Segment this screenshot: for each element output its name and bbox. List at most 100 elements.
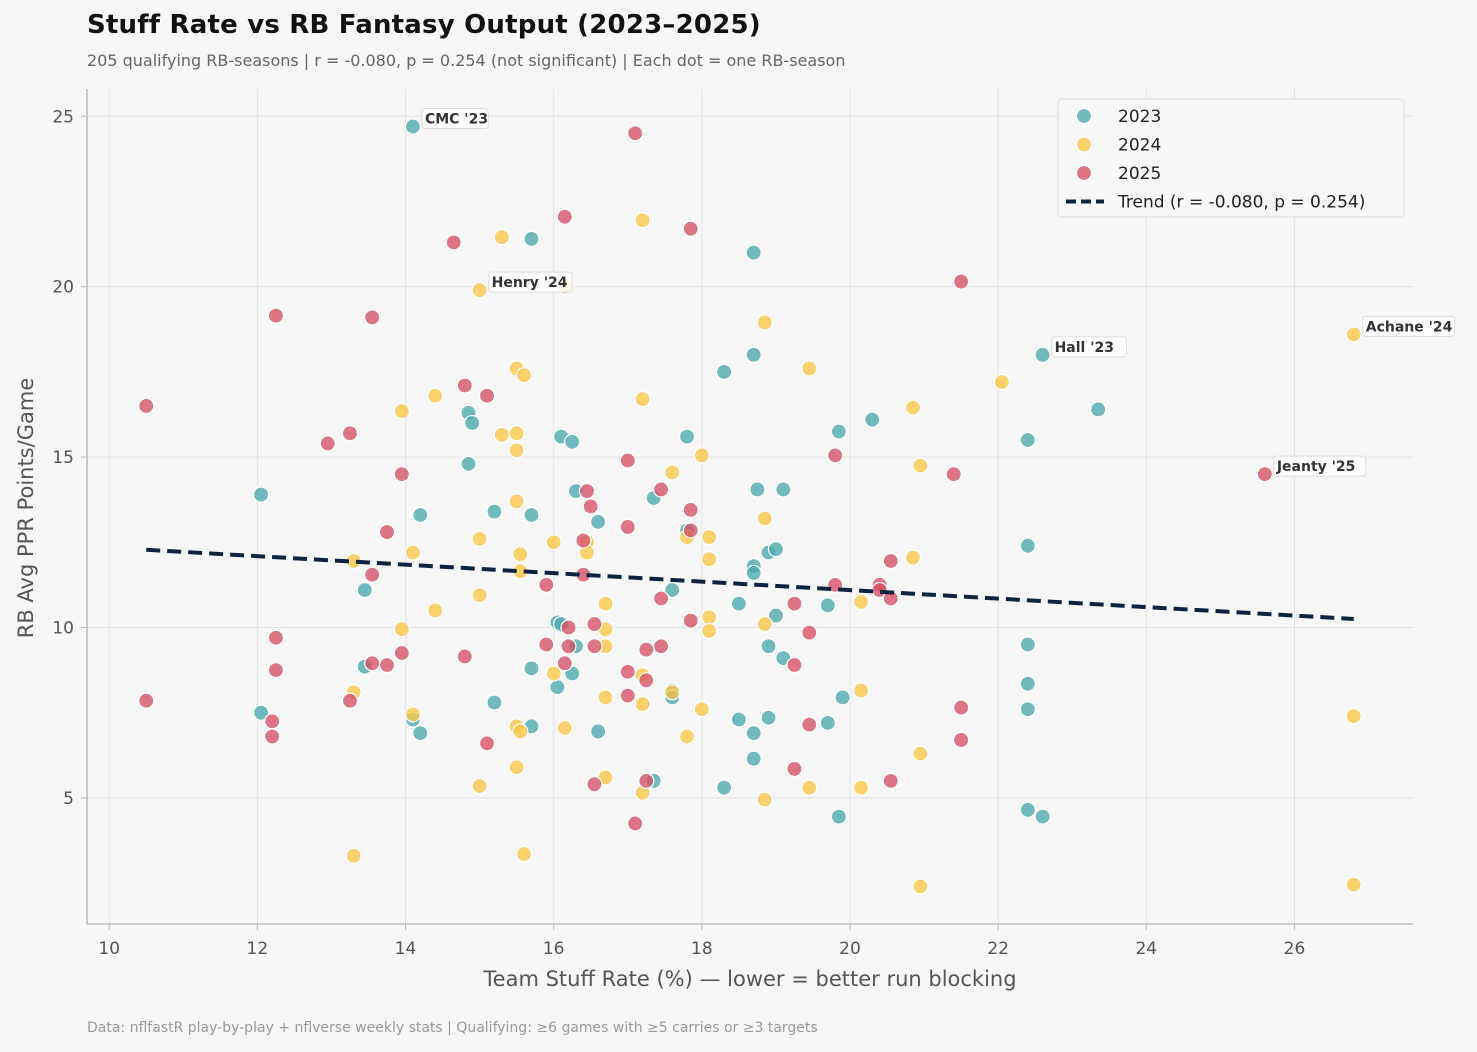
point-2023 xyxy=(745,750,762,767)
point-2024 xyxy=(556,719,573,737)
annotation-box xyxy=(488,271,573,293)
point-2024 xyxy=(701,551,718,568)
point-2025 xyxy=(786,760,803,778)
point-2025 xyxy=(882,552,899,570)
annotation-label: Achane '24 xyxy=(1366,319,1453,335)
point-2023 xyxy=(834,689,851,706)
point-2025 xyxy=(445,234,462,251)
point-2024 xyxy=(393,402,410,420)
legend-label-2023: 2023 xyxy=(1118,107,1161,127)
point-2025 xyxy=(638,641,655,658)
point-2024 xyxy=(853,682,870,699)
point-2024 xyxy=(756,615,773,633)
point-2023 xyxy=(590,723,607,740)
point-2025 xyxy=(264,728,281,745)
point-2025 xyxy=(264,713,281,730)
point-2024 xyxy=(701,622,718,639)
point-2024 xyxy=(904,399,922,416)
point-2023 xyxy=(715,363,733,380)
legend-box xyxy=(1057,98,1405,218)
point-2023 xyxy=(412,725,429,742)
point-2023 xyxy=(819,597,836,614)
point-2024 xyxy=(512,546,529,563)
point-2025 xyxy=(619,663,636,680)
point-2023 xyxy=(730,595,747,612)
y-tick-label: 20 xyxy=(52,278,74,298)
point-2025 xyxy=(586,615,603,633)
point-2025 xyxy=(138,397,155,415)
point-2025 xyxy=(267,307,284,324)
point-2024 xyxy=(912,457,929,474)
point-2023 xyxy=(1019,537,1036,554)
point-2024 xyxy=(1345,326,1362,343)
point-2024 xyxy=(634,391,651,408)
trend-line xyxy=(146,547,1354,621)
point-2024 xyxy=(427,602,444,619)
legend-marker-2025 xyxy=(1075,164,1093,182)
point-2024 xyxy=(404,544,422,561)
point-2024 xyxy=(701,529,718,546)
annotation-label: Henry '24 xyxy=(492,275,568,291)
point-2023 xyxy=(523,506,540,524)
legend-label-2025: 2025 xyxy=(1118,164,1161,184)
point-2025 xyxy=(953,273,970,290)
point-2023 xyxy=(1019,675,1036,692)
point-2023 xyxy=(486,694,503,711)
point-2025 xyxy=(267,629,284,646)
point-2025 xyxy=(619,518,636,536)
point-2025 xyxy=(319,435,336,452)
point-2023 xyxy=(715,779,733,796)
x-tick-label: 12 xyxy=(247,939,269,959)
point-2024 xyxy=(912,745,929,762)
point-2024 xyxy=(545,665,562,682)
annotation-box xyxy=(1051,336,1127,358)
legend-label-2024: 2024 xyxy=(1118,136,1161,156)
point-2025 xyxy=(653,481,670,498)
point-2025 xyxy=(538,636,555,653)
point-2023 xyxy=(1019,636,1036,653)
point-2023 xyxy=(412,506,429,524)
point-2023 xyxy=(1019,801,1036,818)
point-2023 xyxy=(749,481,766,498)
chart-subtitle: 205 qualifying RB-seasons | r = -0.080, … xyxy=(87,51,846,70)
point-2025 xyxy=(560,638,577,655)
x-tick-label: 24 xyxy=(1135,939,1157,959)
point-2024 xyxy=(471,587,488,604)
point-2024 xyxy=(693,447,710,464)
point-2025 xyxy=(582,498,599,515)
point-2023 xyxy=(760,709,777,726)
point-2024 xyxy=(904,549,922,566)
point-2023 xyxy=(1019,701,1036,718)
point-2025 xyxy=(1256,466,1273,483)
point-2025 xyxy=(953,731,970,749)
point-2025 xyxy=(653,590,670,607)
point-2025 xyxy=(578,483,596,500)
grid-lines xyxy=(87,89,1413,924)
annotation-box xyxy=(1273,455,1367,477)
point-2025 xyxy=(619,452,636,469)
point-2024 xyxy=(508,493,525,510)
point-2025 xyxy=(393,466,410,483)
point-2025 xyxy=(378,523,396,541)
point-2025 xyxy=(653,638,670,655)
point-2023 xyxy=(830,808,847,825)
point-2024 xyxy=(427,387,444,404)
x-tick-label: 26 xyxy=(1284,939,1306,959)
point-2025 xyxy=(953,699,970,716)
legend-marker-2024 xyxy=(1075,136,1093,153)
x-tick-label: 18 xyxy=(691,939,713,959)
point-2024 xyxy=(801,779,818,796)
point-2024 xyxy=(493,229,510,246)
point-2024 xyxy=(853,593,870,611)
point-2025 xyxy=(882,772,899,789)
point-2025 xyxy=(638,772,655,789)
y-axis-title: RB Avg PPR Points/Game xyxy=(14,378,38,639)
point-2024 xyxy=(515,846,533,863)
point-2024 xyxy=(508,759,525,776)
y-tick-label: 10 xyxy=(52,618,74,638)
point-2025 xyxy=(638,672,655,689)
point-2025 xyxy=(827,447,844,464)
point-2023 xyxy=(745,564,762,582)
point-2023 xyxy=(590,513,607,530)
